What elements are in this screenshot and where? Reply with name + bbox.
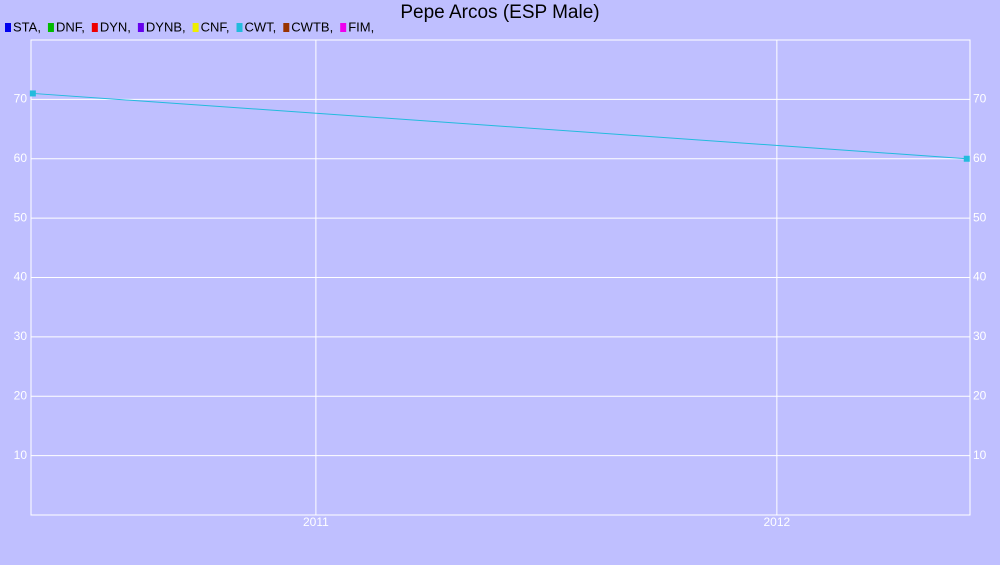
legend-swatch <box>192 23 199 32</box>
legend-label: CWTB, <box>291 19 333 34</box>
y-tick-label: 40 <box>14 270 28 284</box>
y2-tick-label: 20 <box>973 388 987 402</box>
y-tick-label: 30 <box>14 329 28 343</box>
legend-label: STA, <box>13 19 41 34</box>
legend-label: CNF, <box>201 19 230 34</box>
y2-tick-label: 70 <box>973 92 987 106</box>
legend-swatch <box>47 23 54 32</box>
legend-label: DNF, <box>56 19 85 34</box>
y-tick-label: 70 <box>14 92 28 106</box>
legend-label: DYN, <box>100 19 131 34</box>
legend-label: DYNB, <box>146 19 186 34</box>
legend-swatch <box>91 23 98 32</box>
y-tick-label: 60 <box>14 151 28 165</box>
legend-swatch <box>283 23 290 32</box>
legend-label: FIM, <box>348 19 374 34</box>
legend-swatch <box>340 23 347 32</box>
chart-title: Pepe Arcos (ESP Male) <box>400 2 599 23</box>
y2-tick-label: 10 <box>973 448 987 462</box>
series-line <box>32 92 967 160</box>
point <box>963 155 970 162</box>
point <box>29 90 36 97</box>
legend-swatch <box>5 23 11 32</box>
y2-tick-label: 50 <box>973 210 987 224</box>
y2-tick-label: 30 <box>973 329 987 343</box>
legend-label: CWT, <box>245 19 277 34</box>
y2-tick-label: 40 <box>973 270 987 284</box>
y-tick-label: 10 <box>14 448 28 462</box>
x-tick-label: 2012 <box>764 515 791 529</box>
x-tick-label: 2011 <box>303 515 329 529</box>
y-tick-label: 20 <box>14 388 28 402</box>
legend-swatch <box>137 23 144 32</box>
legend-swatch <box>236 23 243 32</box>
y-tick-label: 50 <box>14 210 28 224</box>
y2-tick-label: 60 <box>973 151 987 165</box>
